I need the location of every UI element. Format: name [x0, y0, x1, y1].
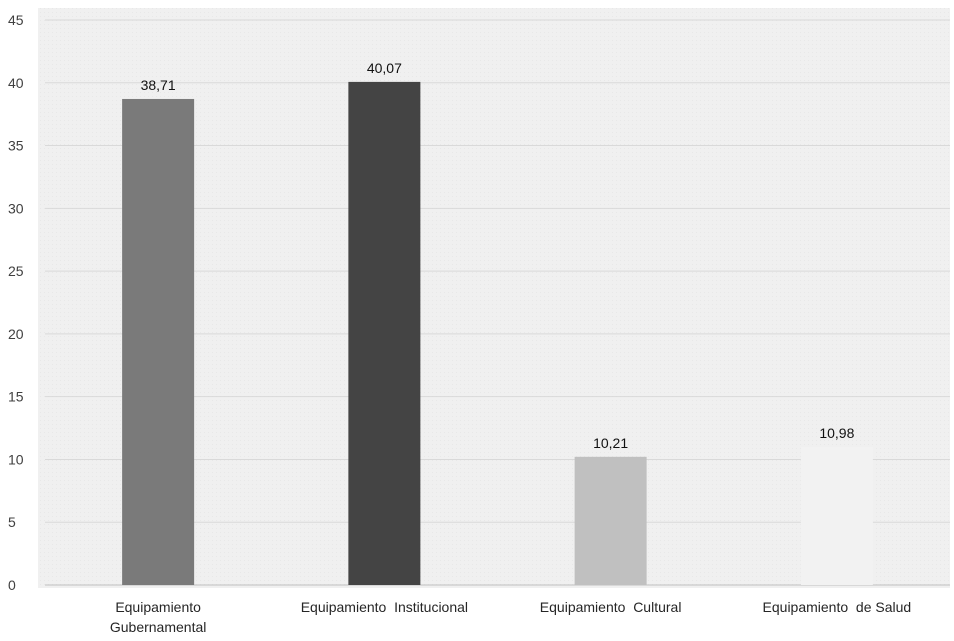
y-tick-label: 5: [8, 514, 16, 530]
bars: [122, 81, 873, 586]
bar-3: [574, 456, 647, 585]
data-label-1: 38,71: [141, 77, 176, 93]
category-label-2: Equipamiento Institucional: [301, 599, 468, 615]
category-label-4: Equipamiento de Salud: [763, 599, 912, 615]
y-tick-label: 45: [8, 12, 24, 28]
data-label-2: 40,07: [367, 60, 402, 76]
y-tick-label: 15: [8, 389, 24, 405]
data-label-4: 10,98: [819, 425, 854, 441]
gridlines: [45, 19, 950, 586]
y-tick-label: 40: [8, 75, 24, 91]
category-label-line: Equipamiento Cultural: [540, 599, 682, 615]
y-tick-label: 35: [8, 138, 24, 154]
category-label-line: Gubernamental: [110, 619, 207, 635]
category-label-line: Equipamiento Institucional: [301, 599, 468, 615]
category-label-1: Equipamiento Gubernamental: [110, 599, 207, 635]
bar-1: [122, 98, 195, 586]
bar-4: [800, 447, 873, 585]
y-tick-label: 10: [8, 451, 24, 467]
y-tick-label: 20: [8, 326, 24, 342]
category-label-line: Equipamiento: [115, 599, 201, 615]
bar-2: [348, 81, 421, 585]
category-label-3: Equipamiento Cultural: [540, 599, 682, 615]
y-tick-label: 30: [8, 200, 24, 216]
y-tick-label: 25: [8, 263, 24, 279]
data-label-3: 10,21: [593, 435, 628, 451]
x-axis-category-labels: Equipamiento Gubernamental Equipamiento In…: [110, 599, 911, 635]
category-label-line: Equipamiento de Salud: [763, 599, 912, 615]
y-axis-tick-labels: 0 5 10 15 20 25 30 35 40 45: [8, 12, 24, 593]
data-labels: 38,71 40,07 10,21 10,98: [141, 60, 855, 451]
y-tick-label: 0: [8, 577, 16, 593]
